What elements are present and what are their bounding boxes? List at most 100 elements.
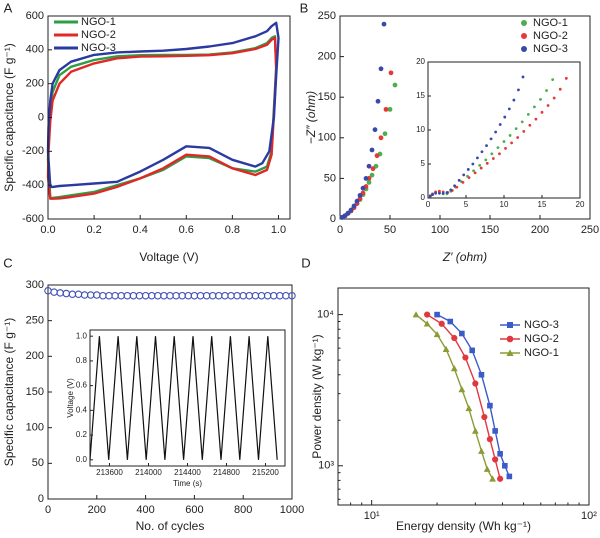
data-point bbox=[62, 289, 71, 298]
inset-data-point bbox=[472, 169, 475, 173]
inset-x-tick-label: 15 bbox=[538, 200, 547, 209]
data-point bbox=[227, 291, 235, 300]
inset-x-tick-label: 10 bbox=[500, 200, 509, 209]
x-tick-label: 0 bbox=[45, 504, 51, 516]
plot-frame bbox=[339, 15, 591, 220]
y-axis-label: Specific capacitance (F g⁻¹) bbox=[2, 43, 16, 191]
data-point bbox=[447, 318, 454, 325]
inset-data-point bbox=[504, 146, 507, 150]
x-tick-label: 0.8 bbox=[225, 224, 240, 236]
inset-data-point bbox=[441, 191, 445, 195]
inset-x-tick-label: 213600 bbox=[96, 468, 123, 477]
inset-data-point bbox=[428, 194, 432, 198]
inset-y-tick-label: 0.6 bbox=[76, 381, 88, 390]
legend-label: NGO-1 bbox=[524, 347, 559, 359]
inset-data-point bbox=[473, 171, 477, 175]
inset-data-point bbox=[484, 158, 488, 162]
data-point bbox=[370, 166, 376, 172]
inset-data-point bbox=[461, 180, 465, 184]
inset-data-point bbox=[546, 104, 550, 107]
x-tick-label: 0.0 bbox=[40, 224, 55, 236]
data-point bbox=[506, 473, 513, 480]
x-axis-label: Energy density (Wh kg⁻¹) bbox=[396, 519, 531, 533]
data-point bbox=[465, 404, 473, 412]
inset-data-point bbox=[462, 173, 466, 177]
x-tick-label: 150 bbox=[481, 224, 499, 236]
inset-data-point bbox=[521, 75, 525, 79]
data-point bbox=[360, 185, 366, 191]
data-point bbox=[178, 291, 186, 300]
data-point bbox=[160, 291, 168, 300]
data-point bbox=[190, 291, 199, 300]
inset-data-point bbox=[445, 191, 449, 194]
legend-marker bbox=[507, 322, 513, 328]
data-point bbox=[166, 291, 174, 300]
inset-data-point bbox=[510, 141, 513, 145]
inset-x-tick-label: 214400 bbox=[174, 468, 201, 477]
data-point bbox=[383, 106, 389, 112]
x-tick-label: 10² bbox=[581, 510, 597, 522]
x-tick-label: 0.2 bbox=[86, 224, 101, 236]
data-point bbox=[196, 291, 205, 300]
inset-data-point bbox=[438, 191, 441, 195]
data-point bbox=[184, 291, 193, 300]
inset-data-point bbox=[526, 112, 530, 116]
inset-data-point bbox=[516, 136, 520, 139]
inset-data-point bbox=[457, 178, 461, 182]
panel-label: D bbox=[301, 255, 310, 270]
data-point bbox=[459, 330, 465, 337]
inset-y-tick-label: 0.4 bbox=[76, 405, 88, 414]
inset-x-axis-label: Time (s) bbox=[173, 479, 202, 488]
y-axis-label: −Z″ (ohm) bbox=[304, 91, 318, 144]
data-point bbox=[486, 436, 494, 443]
data-point bbox=[438, 320, 445, 327]
data-point bbox=[492, 428, 498, 434]
y-tick-label: 200 bbox=[318, 51, 336, 63]
panel-label: A bbox=[4, 0, 13, 15]
data-point bbox=[451, 334, 458, 342]
y-tick-label: 10³ bbox=[318, 460, 334, 472]
inset-data-point bbox=[522, 129, 526, 133]
data-point bbox=[245, 291, 254, 300]
y-tick-label: 10⁴ bbox=[317, 309, 334, 321]
inset-data-point bbox=[503, 115, 507, 119]
series-ngo-2-line bbox=[426, 314, 501, 479]
x-tick-label: 1.0 bbox=[271, 224, 286, 236]
series-ngo-3-line bbox=[46, 21, 280, 189]
y-tick-label: 0 bbox=[38, 493, 44, 505]
data-point bbox=[56, 289, 64, 297]
inset-y-tick-label: 5 bbox=[421, 159, 426, 168]
data-point bbox=[497, 475, 504, 482]
legend-label: NGO-1 bbox=[81, 16, 116, 28]
y-axis-label: Power density (W kg⁻¹) bbox=[310, 334, 324, 458]
data-point bbox=[375, 98, 381, 104]
data-point bbox=[257, 291, 266, 300]
data-point bbox=[471, 427, 479, 434]
legend-marker bbox=[521, 46, 527, 52]
data-point bbox=[251, 291, 260, 300]
x-tick-label: 250 bbox=[581, 224, 599, 236]
gcd-curve bbox=[89, 336, 278, 460]
data-point bbox=[172, 291, 180, 300]
inset-data-point bbox=[466, 168, 470, 171]
y-axis-label: Specific capacitance (F g⁻¹) bbox=[2, 318, 16, 466]
data-point bbox=[423, 320, 431, 327]
x-tick-label: 200 bbox=[531, 224, 549, 236]
data-point bbox=[202, 291, 211, 300]
legend-marker bbox=[521, 33, 527, 39]
inset-y-tick-label: 0 bbox=[421, 193, 426, 202]
data-point bbox=[372, 127, 378, 133]
inset-data-point bbox=[558, 87, 562, 91]
inset-data-point bbox=[434, 191, 437, 195]
data-point bbox=[263, 291, 272, 300]
data-point bbox=[93, 291, 101, 299]
data-point bbox=[68, 290, 77, 299]
data-point bbox=[141, 291, 150, 300]
inset-data-point bbox=[478, 163, 482, 167]
y-tick-label: 150 bbox=[26, 386, 44, 398]
plot-frame bbox=[337, 287, 590, 506]
data-point bbox=[86, 291, 95, 299]
data-point bbox=[412, 311, 420, 318]
data-point bbox=[351, 203, 357, 209]
data-point bbox=[369, 172, 375, 178]
